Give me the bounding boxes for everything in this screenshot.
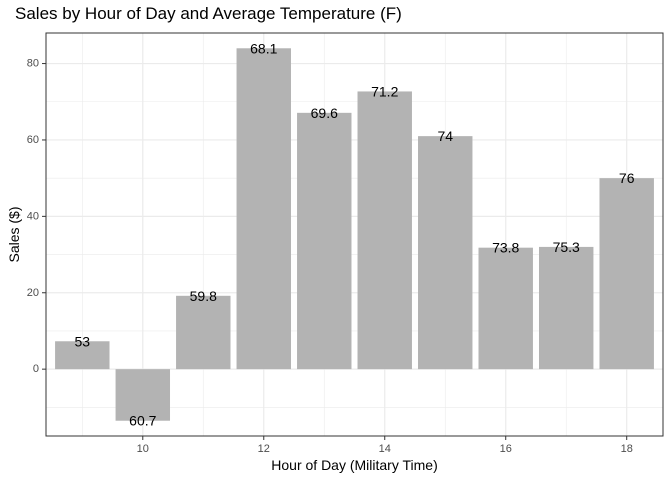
data-labels-layer: 53 60.7 59.8 68.1 69.6 71.2 74 73.8 75.3 76 (75, 40, 635, 428)
data-label: 68.1 (250, 40, 277, 56)
bar (115, 369, 171, 421)
x-tick-label: 14 (379, 443, 391, 455)
data-label: 76 (619, 170, 635, 186)
bars-layer (55, 48, 654, 421)
bar (478, 247, 533, 370)
y-tick-label: 0 (33, 363, 39, 375)
chart-title: Sales by Hour of Day and Average Tempera… (15, 4, 402, 23)
data-label: 60.7 (129, 413, 156, 429)
data-label: 74 (437, 128, 453, 144)
y-tick-label: 60 (27, 134, 39, 146)
bar (357, 91, 412, 370)
x-tick-label: 12 (258, 443, 270, 455)
bar (176, 295, 231, 370)
x-tick-label: 16 (500, 443, 512, 455)
bar (418, 136, 473, 370)
bar (297, 112, 352, 370)
data-label: 75.3 (553, 239, 580, 255)
x-axis-title: Hour of Day (Military Time) (271, 457, 437, 473)
data-label: 53 (75, 333, 91, 349)
bar (236, 48, 291, 370)
y-tick-label: 40 (27, 210, 39, 222)
y-tick-label: 80 (27, 58, 39, 70)
data-label: 59.8 (190, 288, 217, 304)
panel-border (45, 32, 664, 437)
data-label: 71.2 (371, 83, 398, 99)
data-label: 73.8 (492, 240, 519, 256)
x-tick-label: 10 (137, 443, 149, 455)
x-tick-label: 18 (621, 443, 633, 455)
y-axis-title: Sales ($) (6, 206, 22, 262)
bar (538, 246, 594, 370)
axes-layer: 0 20 40 60 80 10 12 14 16 18 (27, 58, 633, 455)
bar (599, 178, 654, 370)
bar (55, 341, 110, 370)
data-label: 69.6 (311, 105, 338, 121)
y-tick-label: 20 (27, 287, 39, 299)
